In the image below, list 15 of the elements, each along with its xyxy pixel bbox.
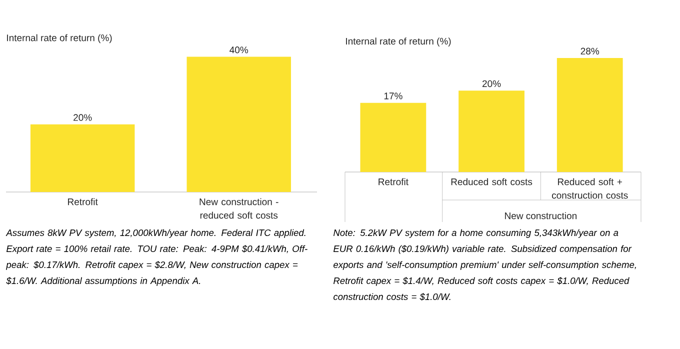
x-tick-label: New construction - reduced soft costs: [200, 198, 278, 219]
data-label: 20%: [74, 114, 92, 121]
data-label: 28%: [580, 48, 600, 55]
x-tick-label: Reduced soft + construction costs: [552, 178, 628, 199]
y-axis-title: Internal rate of return (%): [7, 34, 112, 44]
data-label: 40%: [230, 46, 248, 54]
text: Note: 5.2kW PV system for a home consuming 5,343kWh/year on a EUR 0.16/kWh ($0.19/kWh) variable rate. Subsidized compensation for exports and 'self-consumption premium' under self-consumption scheme, Retrofit capex = $1.4/W, Reduced soft costs capex = $1.0/W, Reduced construction costs = $1.0/W.: [333, 229, 636, 301]
x-tick-label: Retrofit: [378, 178, 408, 186]
text: Assumes 8kW PV system, 12,000kWh/year home. Federal ITC applied. Export rate = 100% retail rate. TOU rate: Peak: 4-9PM $0.41/kWh, Off-peak: $0.17/kWh. Retrofit capex = $2.8/W, New construction capex = $1.6/W. Additional assumptions in Appendix A.: [6, 229, 308, 286]
data-label: 20%: [482, 80, 501, 88]
x-tick-label: Reduced soft costs: [451, 178, 532, 186]
x-tick-label: Retrofit: [68, 198, 98, 206]
data-label: 17%: [384, 92, 402, 100]
y-axis-title: Internal rate of return (%): [346, 38, 451, 46]
text: New construction: [505, 212, 576, 220]
